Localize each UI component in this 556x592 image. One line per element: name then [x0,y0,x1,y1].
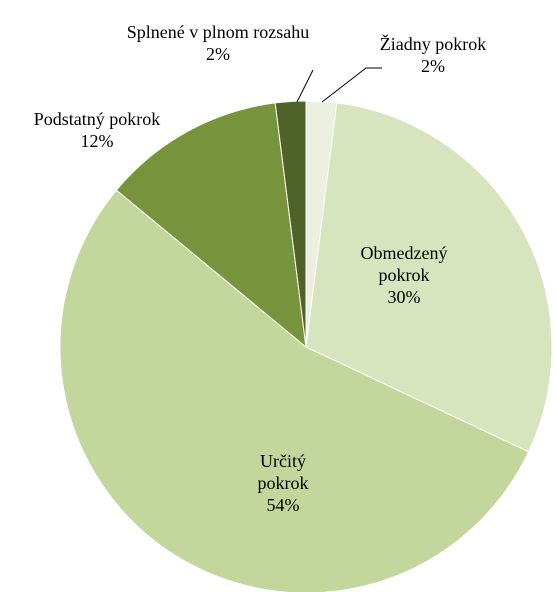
category-label: Obmedzený pokrok [360,243,448,285]
value-label: 12% [80,131,114,151]
pie-slice [59,189,530,592]
value-label: 2% [205,44,230,64]
slice-label: Splnené v plnom rozsahu 2% [127,21,309,65]
category-label: Podstatný pokrok [33,109,161,129]
pie-slice [115,102,307,349]
slice-label: Žiadny pokrok 2% [380,33,486,77]
slice-label: Obmedzený pokrok 30% [344,242,464,308]
slice-label: Podstatný pokrok 12% [34,108,161,152]
pie-slice [274,100,307,348]
leader-line [296,69,314,103]
category-label: Splnené v plnom rozsahu [126,22,310,42]
value-label: 54% [266,495,300,515]
value-label: 2% [420,56,445,76]
leader-line [321,67,382,103]
category-label: Žiadny pokrok [379,34,487,54]
pie-slice [305,102,553,453]
category-label: Určitý pokrok [257,451,309,493]
value-label: 30% [387,287,421,307]
slice-label: Určitý pokrok 54% [243,450,323,516]
